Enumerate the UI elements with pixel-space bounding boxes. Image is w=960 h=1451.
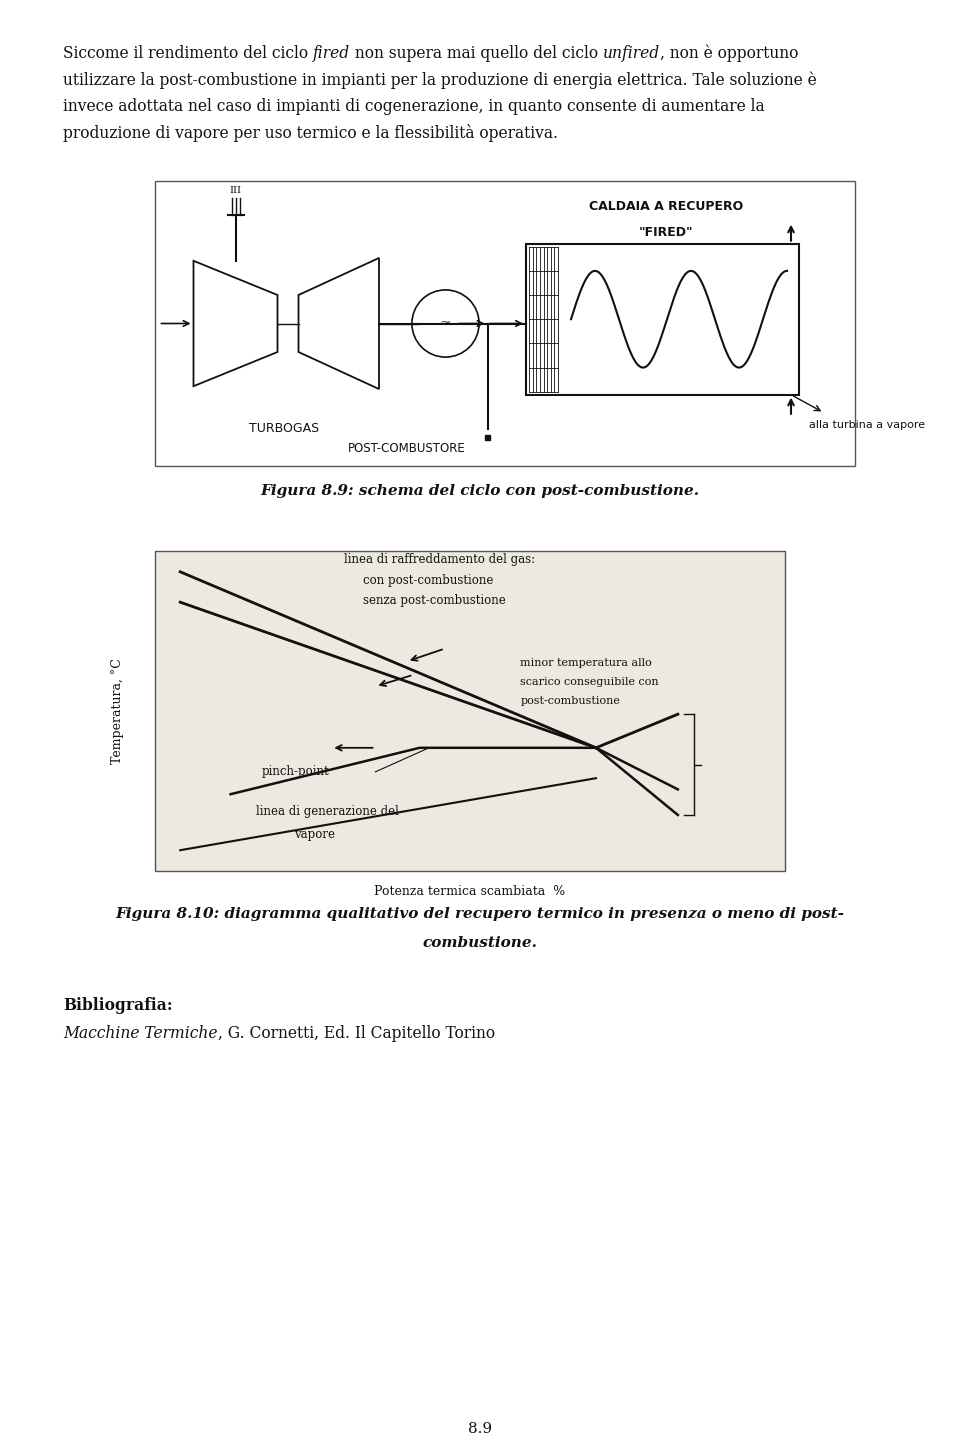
Text: vapore: vapore bbox=[294, 827, 335, 840]
Circle shape bbox=[412, 290, 479, 357]
Text: utilizzare la post-combustione in impianti per la produzione di energia elettric: utilizzare la post-combustione in impian… bbox=[63, 71, 817, 89]
Polygon shape bbox=[194, 261, 277, 386]
Text: linea di generazione del: linea di generazione del bbox=[255, 805, 398, 818]
Bar bbox=[526, 244, 799, 395]
Text: combustione.: combustione. bbox=[422, 936, 538, 949]
Text: Figura 8.10: diagramma qualitativo del recupero termico in presenza o meno di po: Figura 8.10: diagramma qualitativo del r… bbox=[115, 907, 845, 921]
Text: senza post-combustione: senza post-combustione bbox=[363, 593, 506, 607]
Text: , G. Cornetti, Ed. Il Capitello Torino: , G. Cornetti, Ed. Il Capitello Torino bbox=[218, 1024, 494, 1042]
Text: III: III bbox=[229, 187, 242, 196]
Polygon shape bbox=[299, 258, 379, 389]
Text: Macchine Termiche: Macchine Termiche bbox=[63, 1024, 218, 1042]
Text: scarico conseguibile con: scarico conseguibile con bbox=[520, 678, 659, 688]
Text: Temperatura, °C: Temperatura, °C bbox=[110, 659, 124, 763]
Text: 8.9: 8.9 bbox=[468, 1422, 492, 1436]
Text: Potenza termica scambiata  %: Potenza termica scambiata % bbox=[374, 885, 565, 898]
Bar bbox=[155, 551, 785, 871]
Text: produzione di vapore per uso termico e la flessibilità operativa.: produzione di vapore per uso termico e l… bbox=[63, 125, 558, 142]
Text: minor temperatura allo: minor temperatura allo bbox=[520, 657, 652, 667]
Text: post-combustione: post-combustione bbox=[520, 696, 620, 707]
Text: con post-combustione: con post-combustione bbox=[363, 575, 493, 588]
Text: "FIRED": "FIRED" bbox=[638, 226, 693, 239]
Text: non supera mai quello del ciclo: non supera mai quello del ciclo bbox=[350, 45, 603, 62]
Text: CALDAIA A RECUPERO: CALDAIA A RECUPERO bbox=[588, 200, 743, 213]
Text: linea di raffreddamento del gas:: linea di raffreddamento del gas: bbox=[344, 553, 535, 566]
Text: pinch-point: pinch-point bbox=[262, 765, 329, 778]
Text: ~: ~ bbox=[440, 316, 451, 331]
Text: alla turbina a vapore: alla turbina a vapore bbox=[809, 419, 925, 429]
Text: fired: fired bbox=[313, 45, 350, 62]
Text: Figura 8.9: schema del ciclo con post-combustione.: Figura 8.9: schema del ciclo con post-co… bbox=[260, 485, 700, 498]
Bar bbox=[155, 181, 855, 466]
Text: Siccome il rendimento del ciclo: Siccome il rendimento del ciclo bbox=[63, 45, 313, 62]
Text: POST-COMBUSTORE: POST-COMBUSTORE bbox=[348, 443, 466, 456]
Text: , non è opportuno: , non è opportuno bbox=[660, 45, 799, 62]
Text: TURBOGAS: TURBOGAS bbox=[250, 422, 320, 435]
Text: unfired: unfired bbox=[603, 45, 660, 62]
Text: Bibliografia:: Bibliografia: bbox=[63, 997, 173, 1014]
Bar bbox=[485, 435, 491, 440]
Text: invece adottata nel caso di impianti di cogenerazione, in quanto consente di aum: invece adottata nel caso di impianti di … bbox=[63, 99, 764, 115]
